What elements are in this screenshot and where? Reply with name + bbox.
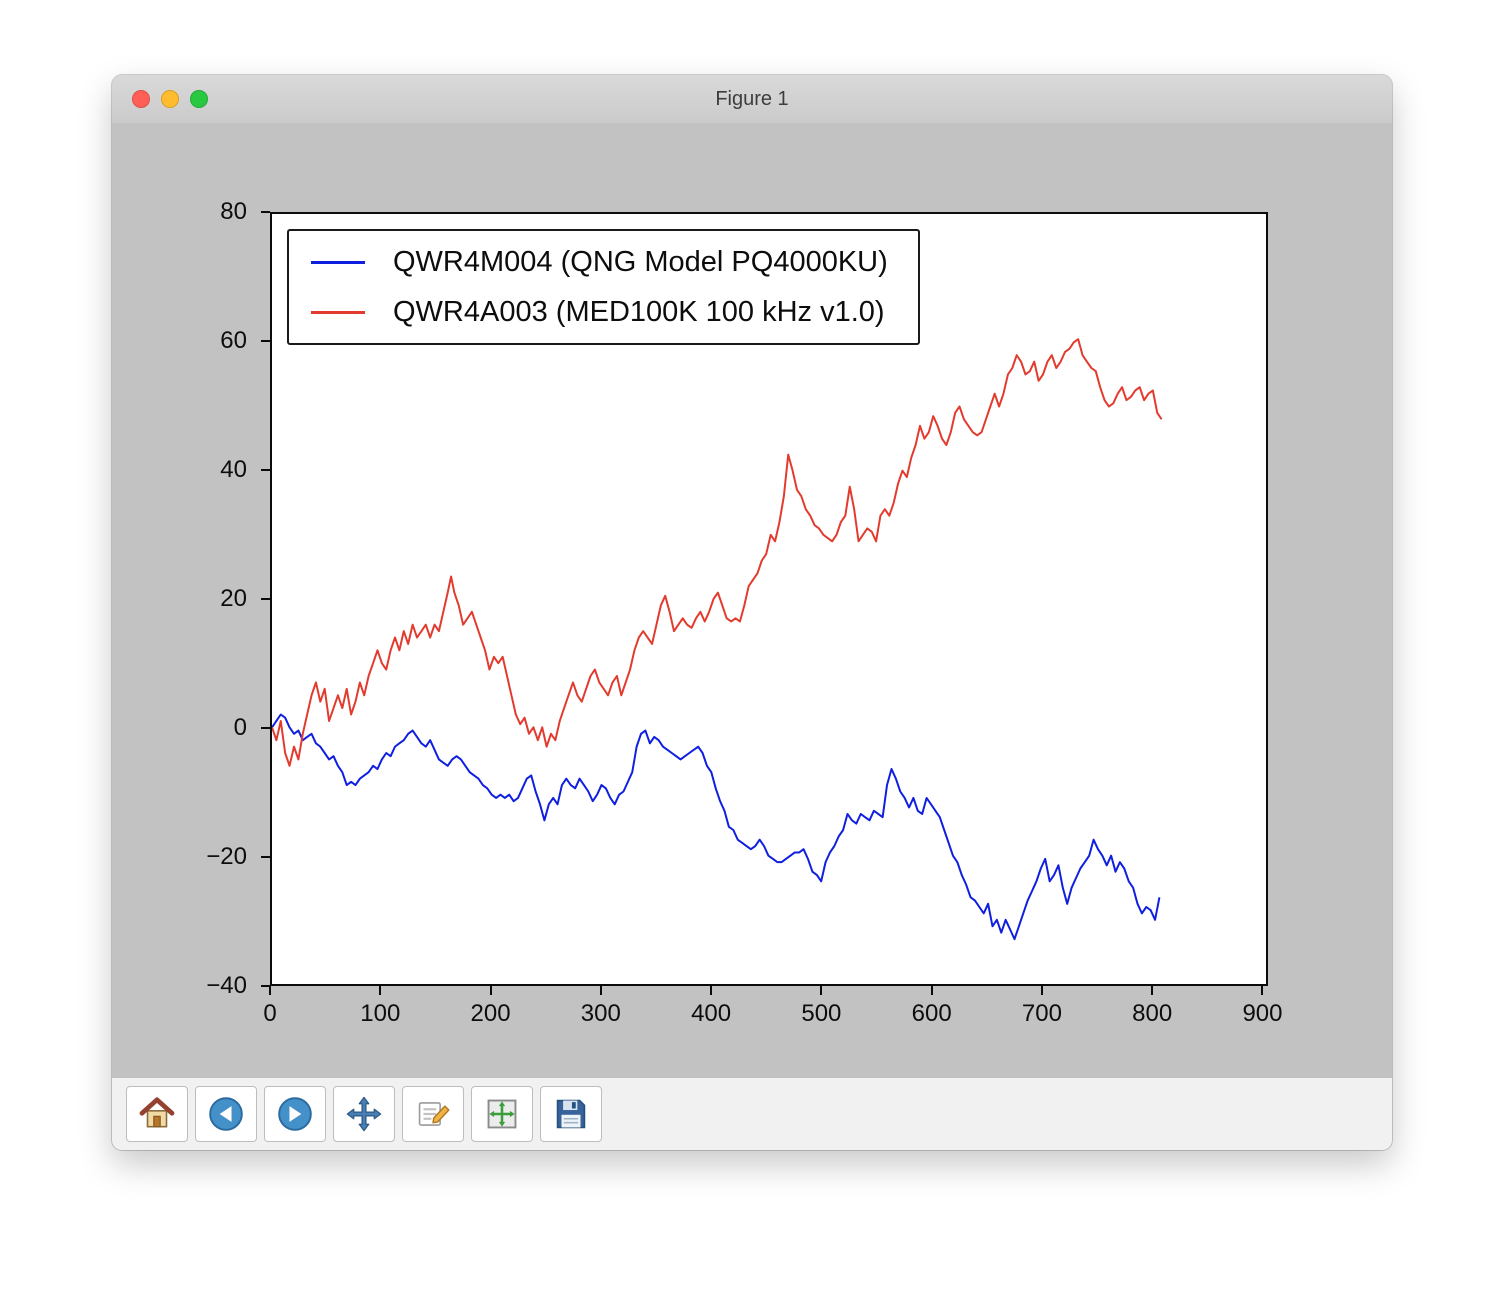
x-tick-label: 400 xyxy=(691,1000,732,1027)
figure-canvas: QWR4M004 (QNG Model PQ4000KU) QWR4A003 (… xyxy=(112,123,1392,1078)
y-tick-mark xyxy=(261,598,270,600)
legend-line-blue-icon xyxy=(311,260,365,264)
legend-entry-blue: QWR4M004 (QNG Model PQ4000KU) xyxy=(311,241,888,283)
legend-label-blue: QWR4M004 (QNG Model PQ4000KU) xyxy=(393,245,888,278)
x-tick-mark xyxy=(930,986,933,995)
edit-parameters-button[interactable] xyxy=(402,1086,464,1142)
x-tick-mark xyxy=(269,986,271,995)
x-tick-label: 700 xyxy=(1021,1000,1062,1027)
legend-label-red: QWR4A003 (MED100K 100 kHz v1.0) xyxy=(393,295,885,328)
forward-button[interactable] xyxy=(264,1086,326,1142)
x-tick-mark xyxy=(1261,986,1264,995)
y-tick-label: 40 xyxy=(220,456,247,483)
y-tick-label: 20 xyxy=(220,585,247,612)
minimize-button[interactable] xyxy=(161,90,179,108)
x-tick-label: 100 xyxy=(360,1000,401,1027)
y-tick-mark xyxy=(261,469,270,471)
y-tick-label: 80 xyxy=(220,198,247,225)
x-tick-label: 800 xyxy=(1132,1000,1173,1027)
x-tick-label: 200 xyxy=(470,1000,511,1027)
series-line-1 xyxy=(272,338,1163,767)
y-tick-label: −20 xyxy=(206,843,247,870)
y-tick-label: −40 xyxy=(206,972,247,999)
save-icon xyxy=(556,1099,586,1129)
close-button[interactable] xyxy=(132,90,150,108)
y-tick-mark xyxy=(261,856,270,858)
edit-parameters-icon xyxy=(418,1102,450,1126)
save-button[interactable] xyxy=(540,1086,602,1142)
x-tick-mark xyxy=(599,986,602,995)
y-tick-label: 60 xyxy=(220,327,247,354)
y-tick-mark xyxy=(261,340,270,342)
legend: QWR4M004 (QNG Model PQ4000KU) QWR4A003 (… xyxy=(287,229,920,345)
y-tick-mark xyxy=(261,727,270,729)
x-tick-mark xyxy=(820,986,823,995)
x-tick-label: 600 xyxy=(911,1000,952,1027)
window-title: Figure 1 xyxy=(715,88,789,110)
x-tick-mark xyxy=(379,986,382,995)
y-tick-mark xyxy=(261,985,270,987)
toolbar xyxy=(112,1077,1392,1150)
traffic-lights xyxy=(132,90,208,108)
back-icon xyxy=(209,1097,243,1131)
series-line-0 xyxy=(272,713,1161,941)
x-tick-mark xyxy=(1151,986,1154,995)
home-button[interactable] xyxy=(126,1086,188,1142)
configure-subplots-button[interactable] xyxy=(471,1086,533,1142)
titlebar[interactable]: Figure 1 xyxy=(112,75,1392,124)
x-tick-label: 500 xyxy=(801,1000,842,1027)
home-icon xyxy=(139,1097,175,1128)
figure-window: Figure 1 QWR4M004 (QNG Model PQ4000KU) Q… xyxy=(112,75,1392,1150)
forward-icon xyxy=(278,1097,312,1131)
zoom-button[interactable] xyxy=(190,90,208,108)
y-tick-mark xyxy=(261,211,270,213)
y-tick-label: 0 xyxy=(233,714,247,741)
configure-subplots-icon xyxy=(487,1099,517,1129)
legend-line-red-icon xyxy=(311,310,365,314)
x-tick-label: 0 xyxy=(263,1000,277,1027)
legend-entry-red: QWR4A003 (MED100K 100 kHz v1.0) xyxy=(311,291,888,333)
plot-area[interactable]: QWR4M004 (QNG Model PQ4000KU) QWR4A003 (… xyxy=(270,212,1268,986)
x-tick-label: 300 xyxy=(580,1000,621,1027)
pan-button[interactable] xyxy=(333,1086,395,1142)
back-button[interactable] xyxy=(195,1086,257,1142)
x-tick-mark xyxy=(1040,986,1043,995)
x-tick-mark xyxy=(489,986,492,995)
x-tick-mark xyxy=(710,986,713,995)
pan-icon xyxy=(346,1096,382,1132)
x-tick-label: 900 xyxy=(1242,1000,1283,1027)
plot-svg xyxy=(272,338,1163,941)
